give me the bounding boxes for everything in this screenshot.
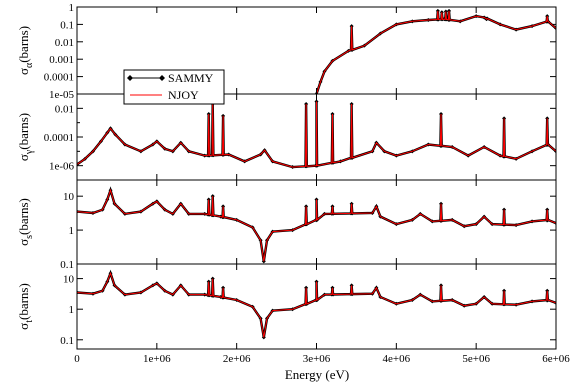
x-tick-label: 3e+06 [303,353,331,365]
y-tick-label: 1 [69,2,75,14]
legend-box [123,69,225,105]
x-tick-label: 5e+06 [462,353,490,365]
panel-3-data [77,269,556,340]
y-tick-label: 1e-05 [49,89,75,101]
panel-1: 1e-06 0.0001 0.01 σγ(barns) [16,93,557,181]
y-tick-label: 0.01 [55,37,74,49]
y-axis-label-symbol: σ [16,323,31,330]
legend-sammy-label: SAMMY [168,71,214,85]
series-sammy-markers [77,188,556,264]
sammy-point [314,279,319,284]
sammy-point [502,207,507,212]
sammy-point [206,197,211,202]
panel-3: 0.1 1 10 σt(barns) [16,263,557,350]
panel-0-data [314,8,556,94]
y-axis-label-unit: (barns) [16,113,31,150]
y-axis-label-symbol: σ [16,239,31,246]
y-tick-label: 0.0001 [44,132,74,144]
y-axis-label: σt(barns) [16,283,35,330]
panel-2-data [77,186,556,264]
y-axis-label-sub: α [24,62,35,68]
y-tick-label: 10 [63,274,75,286]
y-axis-label-sub: s [24,235,35,239]
sammy-point [314,197,319,202]
x-tick-label: 1e+06 [143,353,171,365]
sammy-point [349,24,354,29]
y-axis-label: σα(barns) [16,26,35,75]
y-axis-label-unit: (barns) [16,198,31,235]
sammy-point [545,116,550,121]
sammy-point [435,8,440,13]
y-tick-label: 1 [69,225,75,237]
y-tick-label: 0.1 [60,259,74,271]
y-axis-label: σγ(barns) [16,113,35,161]
series-njoy [316,10,556,94]
y-axis-label-sub: t [24,320,35,323]
y-axis-label-sub: γ [24,149,35,155]
y-tick-label: 1 [69,304,75,316]
x-axis-title: Energy (eV) [285,367,349,382]
panels-group: 1e-050.00010.0010.010.11σα(barns)1e-060.… [16,2,557,350]
x-tick-label: 4e+06 [383,353,411,365]
y-axis-label-symbol: σ [16,154,31,161]
panel-2: 0.1 1 10 σs(barns) [16,179,557,271]
y-axis-label-symbol: σ [16,68,31,75]
series-sammy [315,10,556,94]
panel-frame [76,263,557,350]
panel-1-data [77,99,556,170]
y-tick-label: 10 [63,191,75,203]
series-njoy [77,188,556,262]
x-tick-label: 0 [74,353,80,365]
series-sammy-markers [314,8,556,94]
sammy-point [502,116,507,121]
y-tick-label: 0.001 [49,54,74,66]
x-tick-label: 2e+06 [223,353,251,365]
legend-sammy-marker-right [159,75,165,81]
legend-njoy-label: NJOY [168,88,199,102]
sammy-point [206,279,211,284]
series-njoy [77,101,556,168]
y-tick-label: 0.1 [60,19,74,31]
sammy-point [210,194,215,199]
x-tick-label: 6e+06 [542,353,570,365]
series-sammy-markers [77,271,556,340]
y-axis-label: σs(barns) [16,198,35,246]
y-tick-label: 0.01 [55,103,74,115]
sammy-point [314,99,319,104]
sammy-point [447,8,452,13]
legend: SAMMY NJOY [123,69,225,105]
sammy-point [502,288,507,293]
panel-frame [76,179,557,265]
y-tick-label: 1e-06 [49,161,75,173]
series-njoy [77,271,556,338]
panel-0: 1e-05 0.0001 0.001 0.01 0.1 1 σα(barns) [16,2,557,101]
y-axis-label-unit: (barns) [16,283,31,320]
y-tick-label: 0.1 [60,335,74,347]
y-tick-label: 0.0001 [44,72,74,84]
y-axis-label-unit: (barns) [16,26,31,63]
legend-sammy-marker-left [127,75,133,81]
x-axis: 0 1e+06 2e+06 3e+06 4e+06 5e+06 6e+06 [74,353,570,365]
